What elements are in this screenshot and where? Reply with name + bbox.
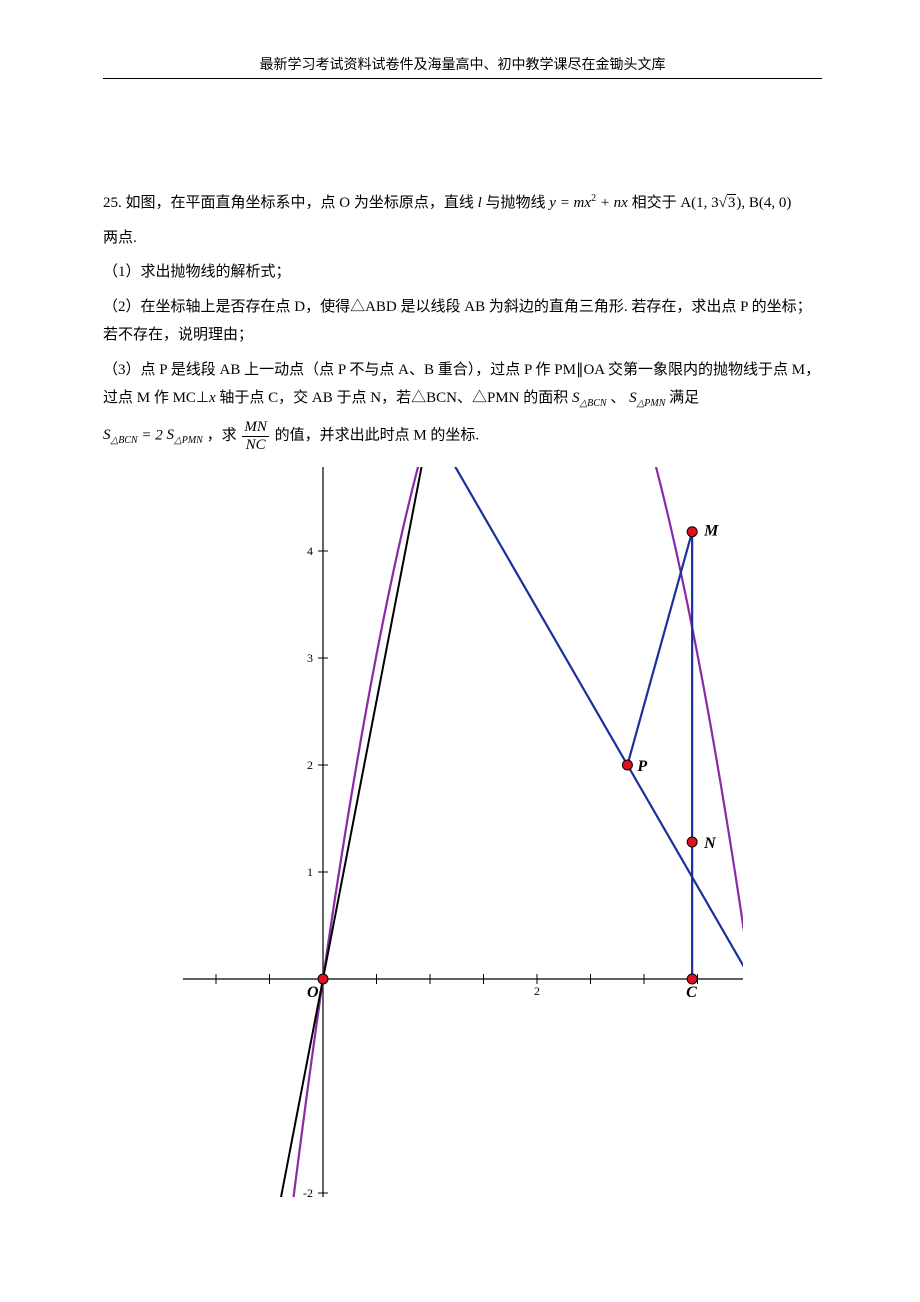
svg-text:2: 2 [534,984,540,998]
svg-text:1: 1 [307,865,313,879]
question-3-line2: S△BCN = 2 S△PMN ，求 MN NC 的值，并求出此时点 M 的坐标… [103,419,822,453]
text: ，求 [207,427,241,443]
var-l: l [478,195,482,211]
page-header: 最新学习考试资料试卷件及海量高中、初中教学课尽在金锄头文库 [103,54,822,79]
text: 的值，并求出此时点 M 的坐标. [275,427,480,443]
text: ), B(4, 0) [736,195,791,211]
fraction-mn-nc: MN NC [242,419,269,453]
eq-left: S△BCN [103,427,138,443]
question-1: （1）求出抛物线的解析式； [103,258,822,287]
text: 、 [610,390,625,406]
s-pmn: S△PMN [629,390,665,406]
text: 与抛物线 [486,195,546,211]
problem-line-2: 两点. [103,224,822,253]
svg-text:C: C [686,984,697,1001]
problem-line-1: 25. 如图，在平面直角坐标系中，点 O 为坐标原点，直线 l 与抛物线 y =… [103,189,822,218]
svg-text:P: P [636,758,647,775]
formula-tail: + nx [596,195,628,211]
svg-text:4: 4 [307,544,313,558]
problem-number: 25. [103,195,122,211]
text: 满足 [669,390,699,406]
svg-text:-2: -2 [303,1186,313,1197]
var-x: x [209,390,216,406]
svg-text:M: M [703,523,719,540]
svg-text:O: O [307,984,319,1001]
svg-text:N: N [703,835,717,852]
formula: y = mx [549,195,591,211]
question-2: （2）在坐标轴上是否存在点 D，使得△ABD 是以线段 AB 为斜边的直角三角形… [103,293,822,350]
text: 轴于点 C，交 AB 于点 N，若△BCN、△PMN 的面积 [216,390,572,406]
svg-text:3: 3 [307,651,313,665]
coordinate-chart: 21234567-2OABMPNC [183,467,743,1197]
text: 如图，在平面直角坐标系中，点 O 为坐标原点，直线 [126,195,474,211]
figure: 21234567-2OABMPNC [103,467,822,1202]
s-bcn: S△BCN [572,390,607,406]
problem-25: 25. 如图，在平面直角坐标系中，点 O 为坐标原点，直线 l 与抛物线 y =… [103,189,822,453]
svg-text:2: 2 [307,758,313,772]
text: 相交于 A(1, 3 [632,195,719,211]
question-3-line1: （3）点 P 是线段 AB 上一动点（点 P 不与点 A、B 重合），过点 P … [103,356,822,414]
sqrt3: 3 [719,189,737,218]
eq-right: S△PMN [167,427,203,443]
eq-mid: = 2 [141,427,162,443]
